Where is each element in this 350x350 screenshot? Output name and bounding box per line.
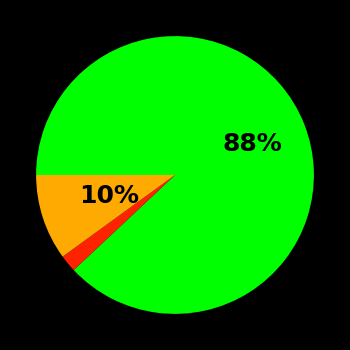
Wedge shape (36, 175, 175, 257)
Text: 10%: 10% (79, 184, 139, 209)
Wedge shape (63, 175, 175, 270)
Text: 88%: 88% (223, 132, 282, 156)
Wedge shape (36, 36, 314, 314)
